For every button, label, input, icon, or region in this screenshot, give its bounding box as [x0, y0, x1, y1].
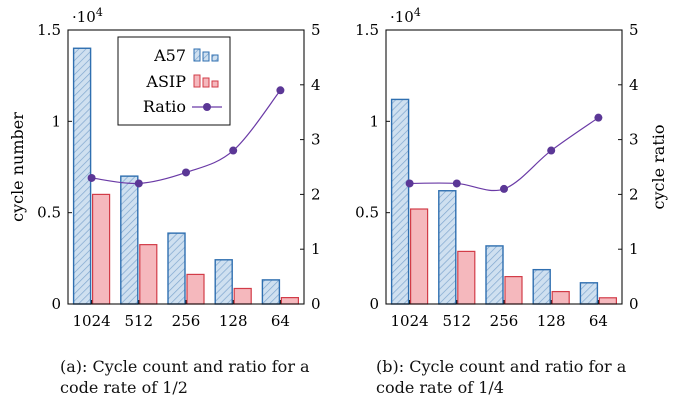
x-tick-label: 64 [589, 312, 608, 330]
plot-frame [385, 29, 623, 305]
bar-asip [457, 250, 476, 305]
right-tick-label: 0 [629, 295, 639, 313]
caption-a: (a): Cycle count and ratio for a code ra… [60, 356, 340, 398]
ratio-point [87, 173, 96, 182]
y-multiplier-exponent: 4 [414, 6, 421, 19]
right-tick-label: 5 [629, 21, 639, 39]
ratio-line [409, 117, 599, 192]
ratio-point [182, 168, 190, 177]
legend-swatch-asip [193, 74, 201, 88]
left-tick-label: 1 [369, 112, 379, 130]
caption-b-line-2: code rate of 1/4 [376, 378, 504, 397]
ratio-point [594, 113, 603, 122]
y-multiplier-label: ·104 [390, 6, 421, 26]
legend-swatch-asip [211, 80, 219, 88]
legend-box [117, 36, 231, 126]
y-axis-right-label: cycle ratio [649, 125, 668, 210]
right-tick-label: 5 [311, 21, 321, 39]
left-tick-label: 0 [51, 295, 61, 313]
legend: A57 ASIP Ratio [117, 36, 231, 126]
x-tick-label: 128 [219, 312, 248, 330]
bar-a57 [438, 190, 457, 305]
legend-label-asip: ASIP [145, 72, 186, 91]
right-tick-label: 1 [629, 240, 639, 258]
bar-asip [233, 287, 252, 305]
legend-swatch-a57 [211, 54, 219, 62]
bar-asip [139, 244, 158, 305]
y-axis-label: cycle number [8, 112, 27, 222]
ratio-point [452, 179, 461, 188]
bar-a57 [214, 259, 233, 305]
ratio-point [229, 146, 238, 155]
bar-a57 [485, 245, 504, 305]
right-tick-label: 4 [629, 76, 639, 94]
bar-a57 [120, 175, 139, 305]
caption-a-line-1: (a): Cycle count and ratio for a [60, 357, 310, 376]
legend-label-a57: A57 [153, 46, 186, 65]
left-tick-label: 1.5 [37, 21, 61, 39]
plot-frame [67, 29, 305, 305]
x-tick-label: 64 [271, 312, 290, 330]
left-tick-label: 0.5 [355, 204, 379, 222]
right-tick-label: 2 [629, 185, 639, 203]
ratio-point [276, 86, 285, 95]
caption-b: (b): Cycle count and ratio for a code ra… [376, 356, 666, 398]
ratio-point [134, 179, 143, 188]
bar-asip [186, 273, 205, 305]
bar-asip [280, 297, 299, 305]
y-multiplier-label: ·104 [72, 6, 103, 26]
right-tick-label: 3 [311, 131, 321, 149]
right-tick-label: 0 [311, 295, 321, 313]
y-multiplier-exponent: 4 [96, 6, 103, 19]
right-tick-label: 3 [629, 131, 639, 149]
figure: 00.511.5012345·104102451225612864Ncycle … [8, 6, 668, 330]
x-tick-label: 1024 [391, 312, 429, 330]
left-tick-label: 1 [51, 112, 61, 130]
left-tick-label: 1.5 [355, 21, 379, 39]
x-tick-label: 256 [172, 312, 201, 330]
ratio-point [405, 179, 414, 188]
right-tick-label: 1 [311, 240, 321, 258]
x-tick-label: 128 [537, 312, 566, 330]
bar-asip [91, 193, 111, 305]
legend-swatch-a57 [202, 51, 210, 62]
ratio-point [547, 146, 556, 155]
ratio-point [500, 184, 508, 193]
right-tick-label: 2 [311, 185, 321, 203]
right-tick-label: 4 [311, 76, 321, 94]
bar-a57 [579, 282, 599, 305]
bar-a57 [261, 279, 281, 305]
left-tick-label: 0.5 [37, 204, 61, 222]
bar-asip [598, 297, 618, 305]
legend-label-ratio: Ratio [143, 97, 186, 116]
x-tick-label: 256 [490, 312, 519, 330]
left-tick-label: 0 [369, 295, 379, 313]
bar-asip [551, 290, 570, 305]
x-tick-label: 512 [124, 312, 153, 330]
chart-panel-b: 00.511.5012345·104102451225612864Ncycle … [355, 6, 668, 330]
bar-a57 [390, 98, 410, 305]
legend-swatch-ratio-marker [203, 103, 211, 111]
caption-a-line-2: code rate of 1/2 [60, 378, 188, 397]
bar-a57 [532, 268, 551, 305]
bar-a57 [167, 232, 186, 305]
caption-b-line-1: (b): Cycle count and ratio for a [376, 357, 627, 376]
x-tick-label: 1024 [73, 312, 111, 330]
legend-swatch-asip [202, 77, 210, 88]
bar-asip [410, 208, 429, 305]
bar-asip [504, 276, 523, 305]
legend-swatch-a57 [193, 48, 201, 62]
chart-panel-a: 00.511.5012345·104102451225612864Ncycle … [8, 6, 321, 330]
x-tick-label: 512 [442, 312, 471, 330]
